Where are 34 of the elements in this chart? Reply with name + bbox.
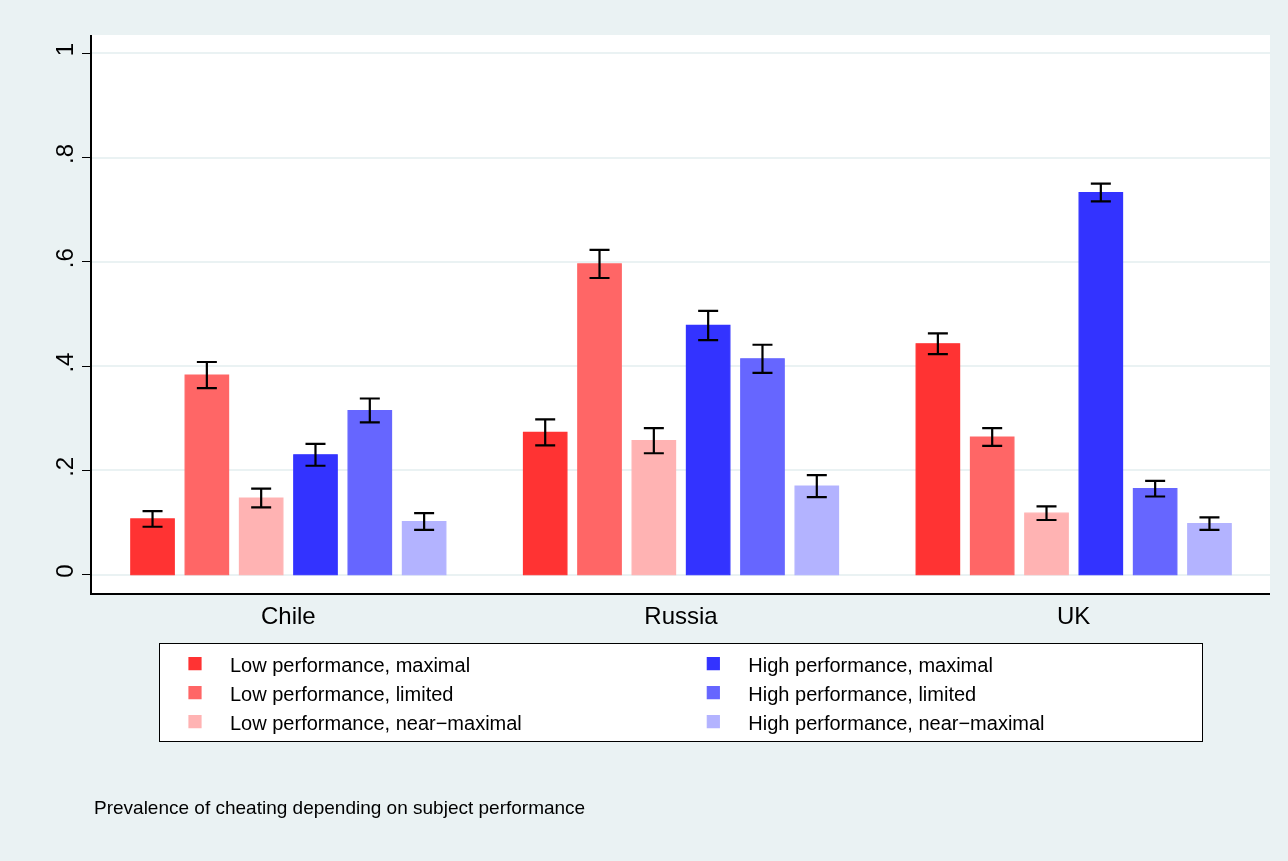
bar (1078, 191, 1124, 576)
y-tick-label: 0 (50, 564, 78, 578)
bar (522, 431, 568, 576)
bar (1132, 488, 1178, 576)
x-tick-label: UK (1057, 601, 1091, 629)
y-tick-label: 1 (50, 42, 78, 57)
x-tick-label: Chile (260, 601, 316, 629)
bar (1024, 512, 1069, 576)
bar (794, 485, 840, 576)
legend-label: Low performance, near−maximal (230, 711, 522, 734)
bar (685, 324, 731, 576)
bar (347, 409, 393, 576)
bar (401, 520, 447, 576)
legend-label: High performance, near−maximal (748, 711, 1045, 734)
bar (969, 436, 1015, 576)
bar (740, 358, 785, 576)
y-tick-label: .4 (50, 352, 78, 373)
text: Prevalence of cheating depending on subject performance (94, 797, 586, 818)
bar (293, 454, 338, 576)
bar (577, 263, 622, 576)
legend-label: Low performance, limited (230, 682, 454, 705)
y-tick-label: .6 (50, 248, 78, 269)
bar (631, 440, 677, 576)
y-tick-label: .8 (50, 143, 78, 164)
bar (915, 343, 961, 576)
bar (1187, 523, 1232, 576)
bar (184, 374, 230, 576)
bar (130, 518, 175, 576)
y-tick-label: .2 (50, 456, 78, 477)
legend-label: Low performance, maximal (230, 653, 471, 676)
legend-label: High performance, maximal (748, 653, 993, 676)
x-tick-label: Russia (644, 601, 719, 629)
bar (238, 497, 284, 576)
legend-label: High performance, limited (748, 682, 977, 705)
